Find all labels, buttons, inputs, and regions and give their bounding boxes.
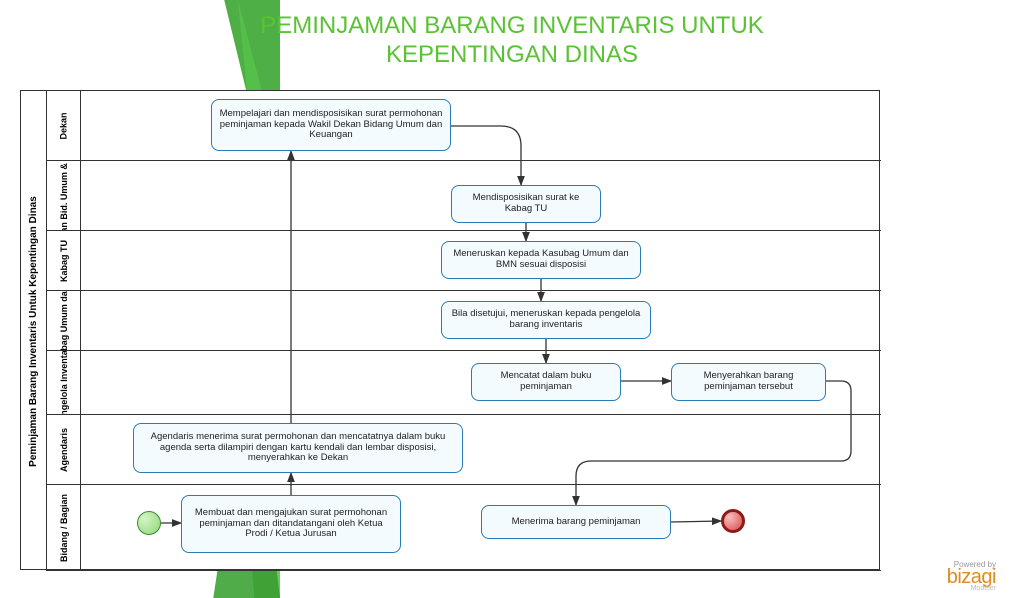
- pool-label: Peminjaman Barang Inventaris Untuk Kepen…: [21, 91, 47, 571]
- lane-label-pengelola: Pengelola Inventaris: [47, 351, 81, 414]
- task-n9: Menerima barang peminjaman: [481, 505, 671, 539]
- title-line1: PEMINJAMAN BARANG INVENTARIS UNTUK: [260, 12, 764, 39]
- task-n6: Menyerahkan barang peminjaman tersebut: [671, 363, 826, 401]
- task-n1: Mempelajari dan mendisposisikan surat pe…: [211, 99, 451, 151]
- lane-label-kasubag: Kasubag Umum dan BM: [47, 291, 81, 350]
- lane-label-wdbid: Wakil Dekan Bid. Umum & Keuangan: [47, 161, 81, 230]
- task-n5: Mencatat dalam buku peminjaman: [471, 363, 621, 401]
- task-n8: Membuat dan mengajukan surat permohonan …: [181, 495, 401, 553]
- end-event: [721, 509, 745, 533]
- start-event: [137, 511, 161, 535]
- powered-brand: bizagi: [947, 568, 996, 586]
- page-title: PEMINJAMAN BARANG INVENTARIS UNTUK KEPEN…: [0, 0, 1024, 70]
- bpmn-diagram: Peminjaman Barang Inventaris Untuk Kepen…: [20, 90, 880, 570]
- title-line2: KEPENTINGAN DINAS: [386, 41, 638, 68]
- powered-by-badge: Powered by bizagi Modeler: [947, 561, 996, 592]
- task-n2: Mendisposisikan surat ke Kabag TU: [451, 185, 601, 223]
- lane-label-dekan: Dekan: [47, 91, 81, 160]
- task-n3: Meneruskan kepada Kasubag Umum dan BMN s…: [441, 241, 641, 279]
- lane-dekan: Dekan: [47, 91, 881, 161]
- lane-label-kabagtu: Kabag TU: [47, 231, 81, 290]
- lane-label-agendaris: Agendaris: [47, 415, 81, 484]
- lane-label-bidang: Bidang / Bagian: [47, 485, 81, 570]
- lane-bidang: Bidang / Bagian: [47, 485, 881, 571]
- task-n4: Bila disetujui, meneruskan kepada pengel…: [441, 301, 651, 339]
- task-n7: Agendaris menerima surat permohonan dan …: [133, 423, 463, 473]
- lanes-container: DekanWakil Dekan Bid. Umum & KeuanganKab…: [47, 91, 881, 571]
